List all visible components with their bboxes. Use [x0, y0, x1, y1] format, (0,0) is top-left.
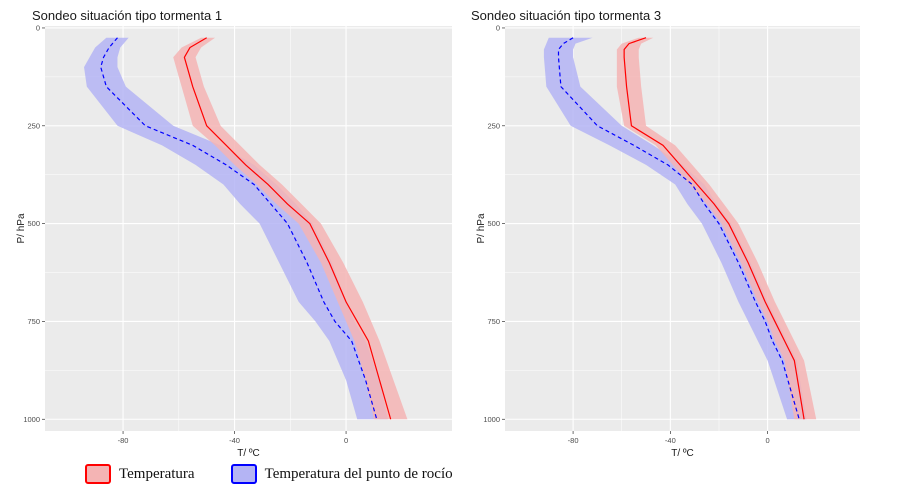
temperatura-ribbon	[616, 37, 817, 420]
punto-rocio-ribbon	[543, 37, 807, 420]
legend-label-temperatura: Temperatura	[119, 465, 195, 482]
legend-item-temperatura: Temperatura	[85, 464, 195, 484]
x-axis-label: T/ ºC	[671, 448, 694, 459]
legend: Temperatura Temperatura del punto de roc…	[85, 460, 489, 488]
legend-key-punto-rocio	[230, 464, 257, 484]
legend-key-temperatura	[85, 464, 111, 484]
x-tick-label: 0	[344, 436, 348, 445]
soundings-figure: -80 -40 0 0 250 500 750 1000 Sondeo situación ti…	[16, 8, 860, 459]
y-tick-label: 750	[487, 317, 500, 326]
temperatura-line	[183, 37, 392, 420]
punto-rocio-line	[100, 37, 378, 420]
punto-rocio-line	[557, 37, 800, 420]
panel-1: -80 -40 0 0 250 500 750 1000 Sondeo situación ti…	[16, 8, 452, 459]
y-tick-label: 1000	[483, 415, 500, 424]
y-tick-label: 500	[27, 219, 40, 228]
x-tick-label: -40	[665, 436, 676, 445]
x-tick-label: -80	[568, 436, 579, 445]
y-axis-label: P/ hPa	[16, 213, 27, 243]
y-tick-label: 250	[27, 121, 40, 130]
y-tick-label: 0	[36, 23, 40, 32]
chart-title: Sondeo situación tipo tormenta 3	[471, 8, 661, 23]
legend-item-punto-rocio: Temperatura del punto de rocío	[230, 464, 453, 484]
x-axis-label: T/ ºC	[237, 448, 260, 459]
y-tick-label: 750	[27, 317, 40, 326]
temperatura-line	[623, 37, 805, 420]
y-tick-label: 1000	[23, 415, 40, 424]
x-tick-label: -40	[229, 436, 240, 445]
punto-rocio-ribbon	[84, 37, 388, 420]
x-tick-label: -80	[118, 436, 129, 445]
legend-label-punto-rocio: Temperatura del punto de rocío	[264, 465, 453, 482]
y-tick-label: 0	[496, 23, 500, 32]
y-tick-label: 250	[487, 121, 500, 130]
y-tick-label: 500	[487, 219, 500, 228]
temperatura-ribbon	[173, 37, 408, 420]
y-axis-label: P/ hPa	[476, 213, 487, 243]
panel-2: -80 -40 0 0 250 500 750 1000 Sondeo situación ti…	[471, 8, 860, 459]
x-tick-label: 0	[766, 436, 770, 445]
chart-title: Sondeo situación tipo tormenta 1	[32, 8, 222, 23]
